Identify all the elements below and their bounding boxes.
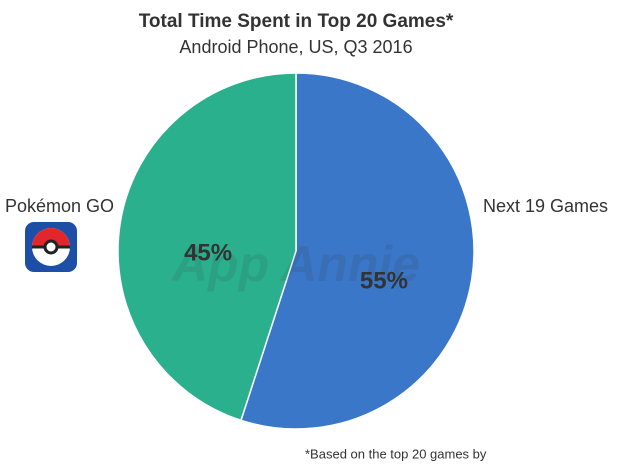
value-label: 45% bbox=[184, 239, 232, 266]
watermark: App Annie bbox=[170, 236, 420, 292]
pie bbox=[117, 72, 475, 430]
footnote: *Based on the top 20 games by bbox=[305, 446, 487, 461]
chart-title: Total Time Spent in Top 20 Games* bbox=[139, 11, 454, 32]
pie-slice bbox=[117, 72, 297, 422]
value-label: 55% bbox=[360, 267, 408, 294]
pokemon-go-icon bbox=[25, 222, 77, 272]
pie-slice bbox=[240, 72, 475, 430]
chart-subtitle: Android Phone, US, Q3 2016 bbox=[179, 37, 412, 57]
category-label: Pokémon GO bbox=[5, 196, 114, 216]
category-label: Next 19 Games bbox=[483, 196, 608, 216]
